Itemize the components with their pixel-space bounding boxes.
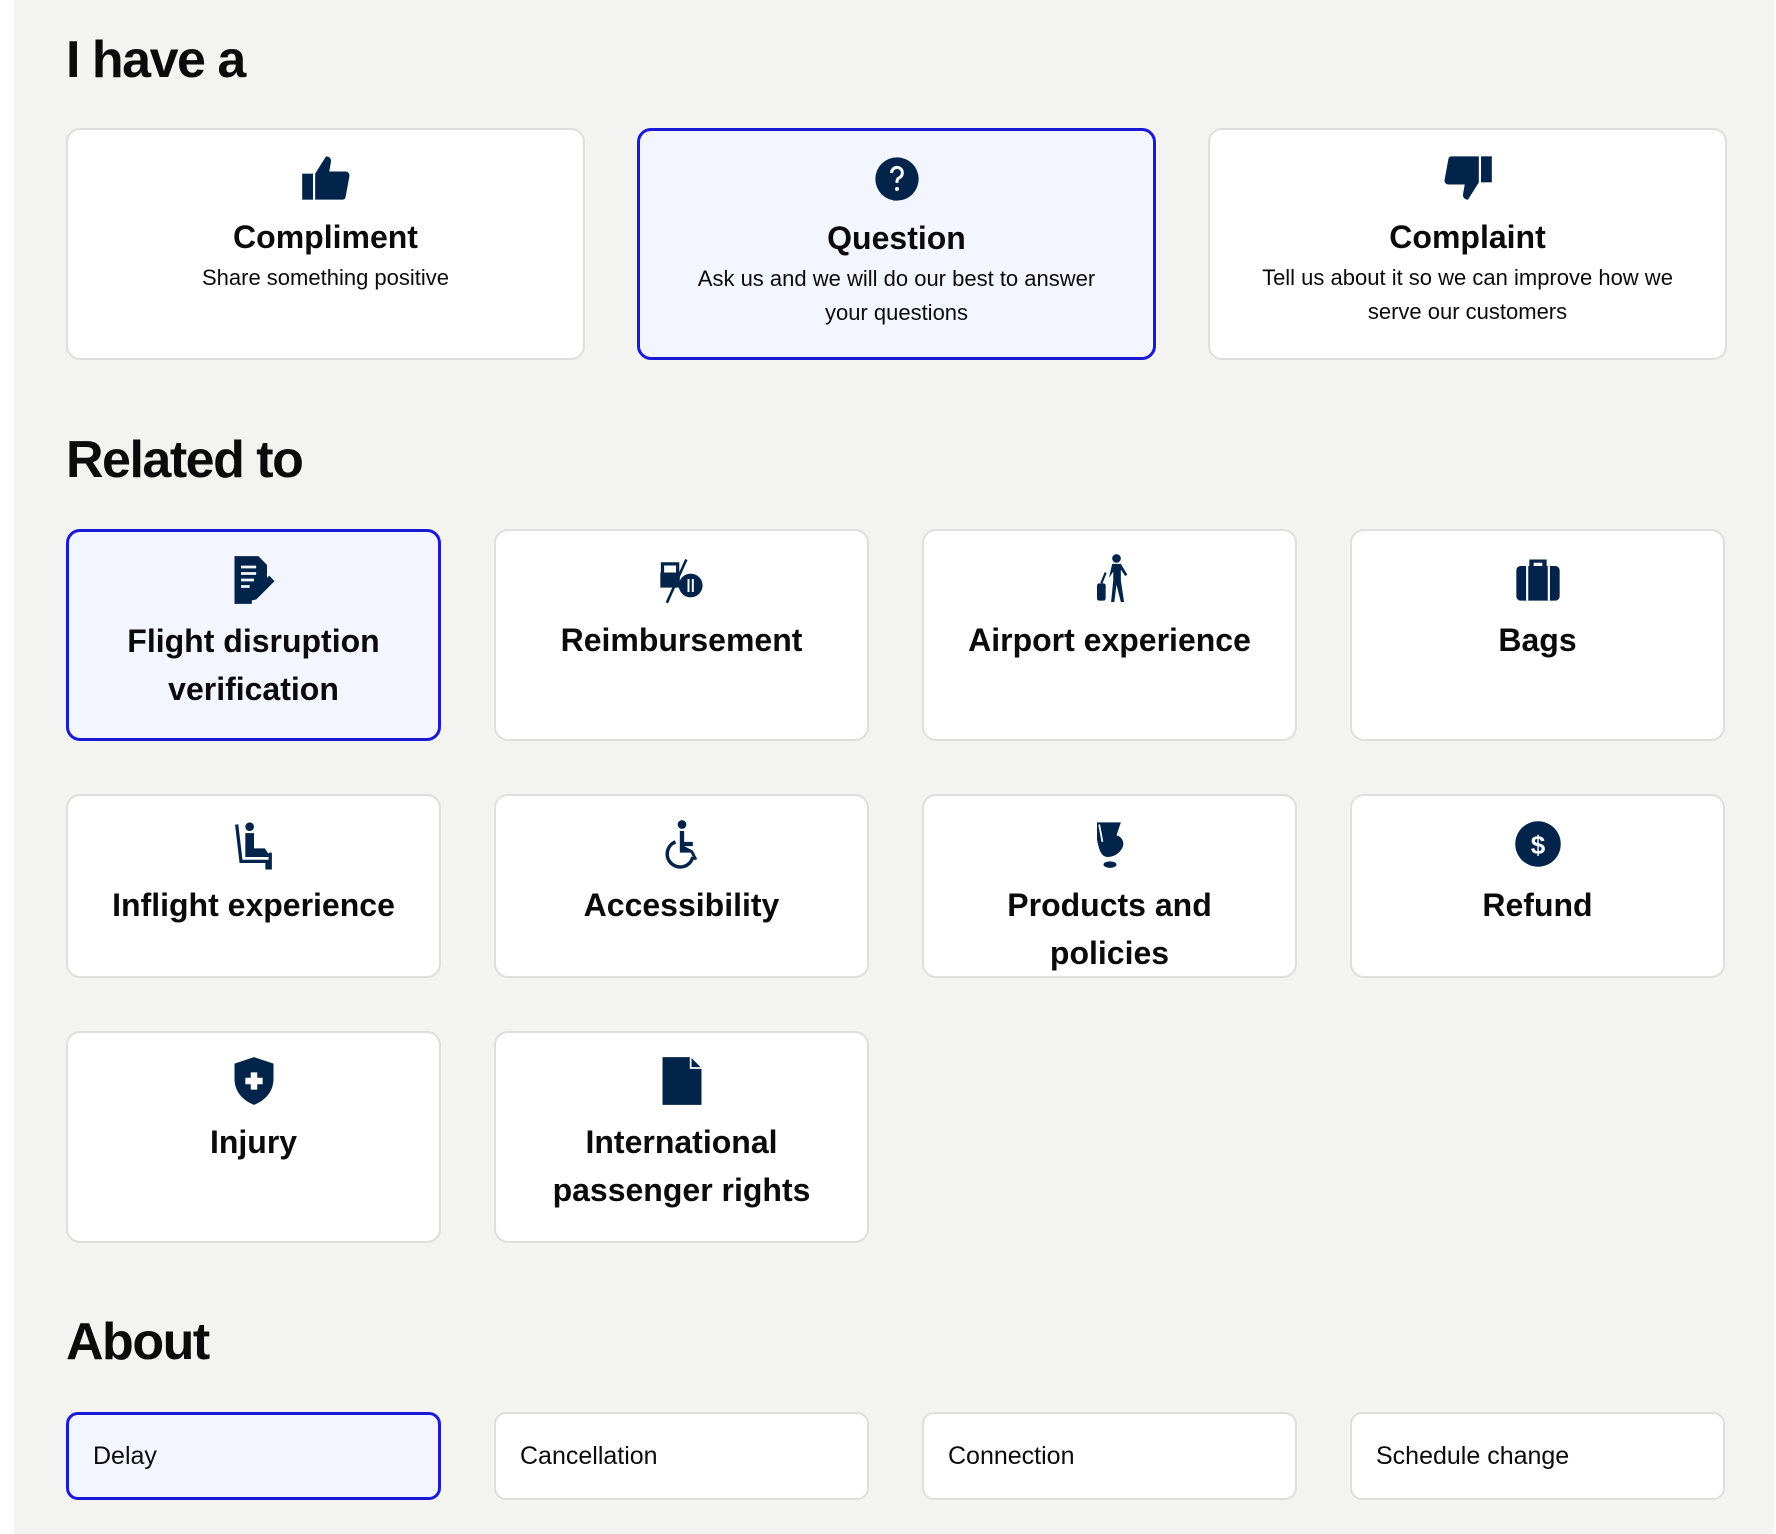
medical-shield-icon: [228, 1055, 280, 1107]
option-description: Share something positive: [201, 265, 450, 290]
option-complaint[interactable]: Complaint Tell us about it so we can imp…: [1208, 128, 1727, 360]
about-option-connection[interactable]: Connection: [922, 1412, 1297, 1500]
option-description: Tell us about it so we can improve how w…: [1262, 265, 1673, 324]
option-question[interactable]: Question Ask us and we will do our best …: [637, 128, 1156, 360]
topic-title: Products and policies: [1007, 887, 1212, 971]
section-heading-related: Related to: [66, 431, 304, 489]
topic-title: Accessibility: [583, 887, 780, 923]
topic-international-passenger-rights[interactable]: International passenger rights: [494, 1031, 869, 1243]
option-title: Question: [827, 220, 966, 256]
option-title: Complaint: [1389, 219, 1546, 255]
topic-refund[interactable]: $ Refund: [1350, 794, 1725, 978]
topic-title: Airport experience: [968, 622, 1251, 658]
topic-airport-experience[interactable]: Airport experience: [922, 529, 1297, 741]
suitcase-icon: [1512, 553, 1564, 605]
traveler-luggage-icon: [1084, 553, 1136, 605]
seated-passenger-icon: [228, 818, 280, 870]
thumbs-up-icon: [300, 152, 352, 204]
topic-inflight-experience[interactable]: Inflight experience: [66, 794, 441, 978]
feedback-type-options: Compliment Share something positive Ques…: [66, 128, 1727, 360]
topic-title: Flight disruption verification: [127, 623, 380, 707]
document-edit-icon: [228, 554, 280, 606]
topic-accessibility[interactable]: Accessibility: [494, 794, 869, 978]
topic-title: Inflight experience: [112, 887, 395, 923]
topic-title: Bags: [1498, 622, 1577, 658]
topic-injury[interactable]: Injury: [66, 1031, 441, 1243]
related-topic-options: Flight disruption verification Reimburse…: [66, 529, 1725, 1243]
svg-text:$: $: [1530, 830, 1545, 860]
question-circle-icon: [871, 153, 923, 205]
page-background: I have a Compliment Share something posi…: [14, 0, 1774, 1534]
document-icon: [656, 1055, 708, 1107]
about-option-cancellation[interactable]: Cancellation: [494, 1412, 869, 1500]
topic-products-and-policies[interactable]: Products and policies: [922, 794, 1297, 978]
section-heading-type: I have a: [66, 31, 246, 89]
thumbs-down-icon: [1442, 152, 1494, 204]
option-compliment[interactable]: Compliment Share something positive: [66, 128, 585, 360]
section-heading-about: About: [66, 1313, 210, 1371]
about-options: Delay Cancellation Connection Schedule c…: [66, 1412, 1725, 1500]
topic-title: Refund: [1482, 887, 1593, 923]
wheelchair-icon: [656, 818, 708, 870]
topic-title: Reimbursement: [560, 622, 803, 658]
about-option-delay[interactable]: Delay: [66, 1412, 441, 1500]
dollar-circle-icon: $: [1512, 818, 1564, 870]
option-title: Compliment: [233, 219, 418, 255]
hotel-meal-icon: [656, 553, 708, 605]
topic-reimbursement[interactable]: Reimbursement: [494, 529, 869, 741]
option-description: Ask us and we will do our best to answer…: [697, 266, 1096, 325]
topic-title: Injury: [209, 1124, 298, 1160]
topic-title: International passenger rights: [552, 1124, 811, 1208]
topic-flight-disruption-verification[interactable]: Flight disruption verification: [66, 529, 441, 741]
seat-chair-icon: [1084, 818, 1136, 870]
topic-bags[interactable]: Bags: [1350, 529, 1725, 741]
about-option-schedule-change[interactable]: Schedule change: [1350, 1412, 1725, 1500]
